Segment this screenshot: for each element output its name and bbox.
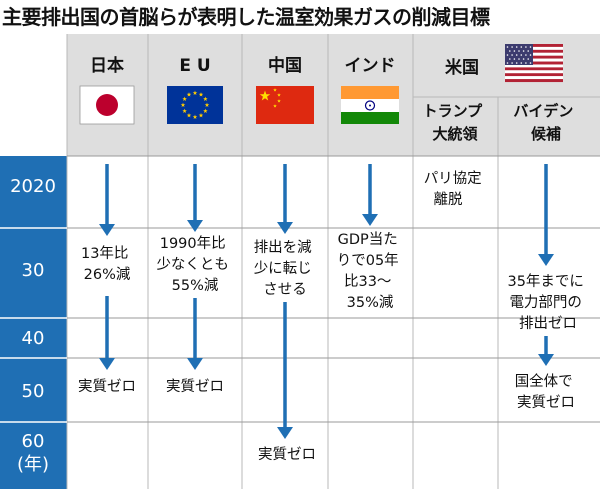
subheader-trump-line-1: トランプ: [423, 102, 484, 120]
cell-eu-2030: 1990年比 少なくとも 55%減: [156, 235, 233, 294]
japan-arrow-2: [99, 296, 115, 370]
eu-flag: [167, 86, 223, 124]
column-header-us: 米国: [445, 57, 479, 78]
subheader-biden: バイデン 候補: [513, 102, 578, 143]
year-label-40-line-1: 40: [22, 328, 45, 349]
eu-arrow-1: [187, 164, 203, 232]
diagram-title: 主要排出国の首脳らが表明した温室効果ガスの削減目標: [2, 5, 490, 29]
cell-china-2030: 排出を減 少に転じ させる: [254, 239, 317, 298]
cell-biden-2030-line-2: 電力部門の: [509, 294, 582, 311]
subheader-trump: トランプ 大統領: [423, 102, 488, 143]
cell-japan-2030-line-1: 13年比: [81, 245, 128, 262]
cell-japan-2050: 実質ゼロ: [78, 377, 136, 395]
year-label-50-line-1: 50: [22, 381, 45, 402]
cell-eu-2030-line-3: 55%減: [172, 277, 219, 294]
column-header-japan: 日本: [90, 55, 124, 76]
cell-china-2060: 実質ゼロ: [258, 445, 316, 463]
subheader-trump-line-2: 大統領: [432, 125, 478, 143]
cell-japan-2030: 13年比 26%減: [81, 245, 133, 283]
india-flag: [341, 86, 399, 124]
column-header-china: 中国: [268, 55, 302, 76]
column-header-india: インド: [345, 56, 396, 76]
year-label-50: 50: [22, 381, 45, 402]
timeline-arrows: [99, 164, 554, 439]
india-arrow-1: [362, 164, 378, 226]
cell-biden-2030-line-3: 排出ゼロ: [519, 315, 577, 332]
year-label-60: 60 (年): [17, 431, 49, 475]
cell-china-2030-line-1: 排出を減: [254, 239, 312, 256]
eu-arrow-2: [187, 298, 203, 370]
table-grid: [66, 34, 600, 489]
cell-biden-2050: 国全体で 実質ゼロ: [515, 372, 578, 411]
year-label-30-line-1: 30: [22, 260, 45, 281]
column-header-eu: E U: [179, 56, 210, 76]
biden-arrow-1: [538, 164, 554, 266]
cell-india-2030-line-3: 比33～: [344, 273, 391, 290]
year-label-60-line-1: 60: [22, 431, 45, 452]
cell-biden-2050-line-1: 国全体で: [515, 372, 573, 390]
biden-arrow-2: [538, 336, 554, 366]
year-label-2020: 2020: [10, 176, 56, 197]
us-flag: [505, 44, 563, 83]
cell-india-2030-line-1: GDP当た: [338, 231, 398, 248]
japan-flag: [79, 85, 135, 125]
year-label-60-line-2: (年): [17, 454, 49, 475]
cell-eu-2030-line-2: 少なくとも: [156, 256, 229, 273]
year-axis-labels: 2020 30 40 50 60 (年): [0, 176, 67, 475]
year-label-30: 30: [22, 260, 45, 281]
body-background: [67, 156, 600, 489]
cell-eu-2030-line-1: 1990年比: [160, 235, 226, 252]
china-arrow-1: [277, 164, 293, 234]
cell-eu-2050: 実質ゼロ: [166, 377, 224, 395]
subheader-biden-line-1: バイデン: [513, 102, 573, 120]
subheader-biden-line-2: 候補: [531, 125, 561, 143]
cell-biden-2050-line-2: 実質ゼロ: [517, 393, 575, 411]
year-label-2020-line-1: 2020: [10, 176, 56, 197]
cell-japan-2030-line-2: 26%減: [84, 266, 131, 283]
cell-india-2030-line-4: 35%減: [347, 294, 394, 311]
cell-trump-2020-line-2: 離脱: [434, 190, 463, 208]
year-label-40: 40: [22, 328, 45, 349]
japan-arrow-1: [99, 164, 115, 236]
cell-trump-2020-line-1: パリ協定: [424, 170, 482, 187]
cell-china-2030-line-3: させる: [263, 281, 307, 298]
cell-india-2030: GDP当た りで05年 比33～ 35%減: [337, 231, 404, 311]
cell-trump-2020: パリ協定 離脱: [424, 170, 487, 208]
china-flag: [256, 86, 314, 124]
cell-china-2030-line-2: 少に転じ: [254, 260, 312, 277]
china-arrow-2: [277, 302, 293, 439]
year-axis-background: [0, 156, 67, 489]
cell-india-2030-line-2: りで05年: [337, 252, 399, 269]
cell-biden-2030: 35年までに 電力部門の 排出ゼロ: [507, 273, 588, 332]
cell-biden-2030-line-1: 35年までに: [507, 273, 583, 290]
